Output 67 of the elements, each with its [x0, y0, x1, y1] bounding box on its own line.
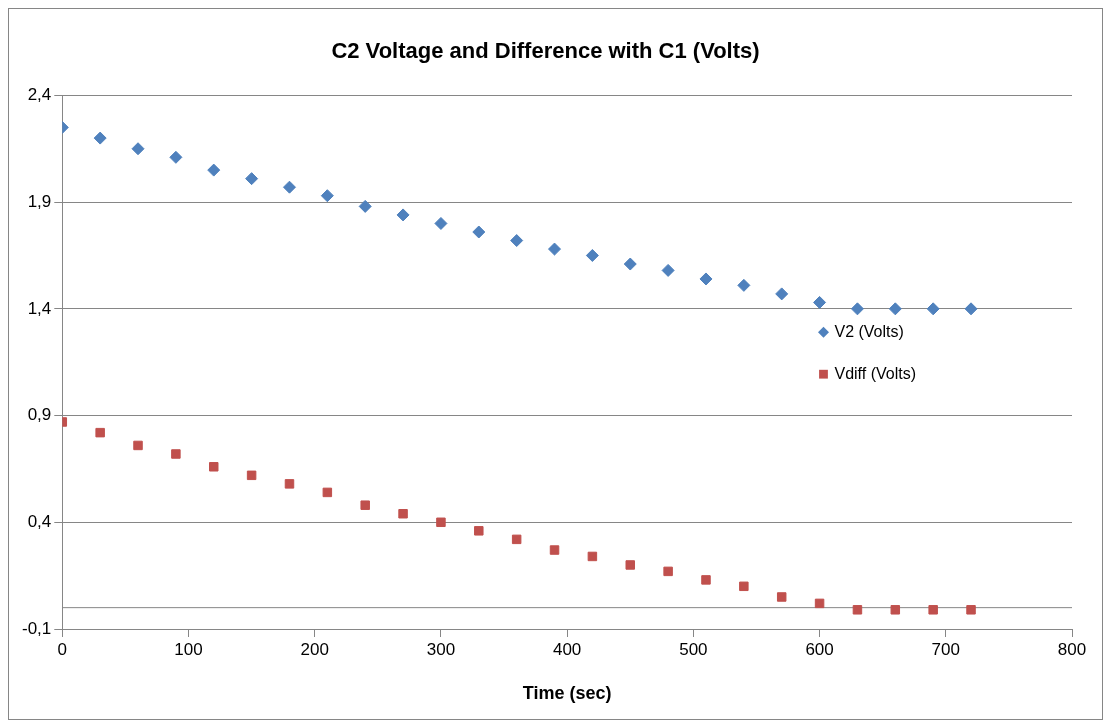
legend-label: V2 (Volts): [834, 322, 904, 340]
point: [587, 551, 598, 562]
point: [209, 462, 219, 472]
x-tick-label: 700: [931, 639, 960, 659]
point: [663, 566, 673, 577]
point: [548, 242, 562, 256]
point: [510, 234, 524, 248]
point: [776, 592, 787, 602]
point: [474, 526, 484, 536]
point: [322, 487, 333, 498]
point: [813, 295, 827, 309]
point: [890, 605, 901, 615]
point: [511, 534, 522, 545]
point: [701, 575, 711, 585]
point: [131, 142, 145, 156]
x-tick-label: 0: [57, 639, 68, 659]
x-tick-label: 800: [1057, 639, 1087, 659]
point: [472, 225, 486, 239]
x-tick-label: 600: [805, 639, 834, 659]
point: [358, 199, 372, 213]
x-tick-label: 300: [426, 639, 456, 659]
y-tick-label: 0,4: [27, 511, 52, 531]
point: [737, 278, 751, 292]
y-tick-label: 2,4: [27, 85, 52, 105]
point: [699, 272, 713, 286]
point: [964, 302, 978, 316]
point: [360, 500, 370, 510]
y-tick-label: -0,1: [22, 618, 52, 638]
point: [852, 605, 863, 615]
point: [775, 287, 789, 301]
point: [966, 605, 976, 615]
x-tick-label: 200: [300, 639, 329, 659]
point: [133, 440, 143, 451]
chart-title: C2 Voltage and Difference with C1 (Volts): [331, 38, 760, 64]
point: [320, 189, 334, 203]
point: [739, 581, 749, 592]
point: [398, 509, 408, 519]
point: [95, 427, 105, 438]
point: [661, 263, 675, 277]
point: [625, 560, 635, 570]
point: [171, 449, 181, 459]
point: [926, 302, 940, 316]
point: [814, 598, 825, 609]
point: [888, 302, 902, 316]
point: [169, 150, 183, 164]
y-tick-label: 0,9: [27, 405, 52, 425]
point: [928, 605, 938, 615]
point: [93, 131, 107, 145]
x-tick-label: 400: [552, 639, 582, 659]
point: [585, 248, 599, 262]
legend-label: Vdiff (Volts): [834, 364, 916, 382]
x-tick-label: 500: [679, 639, 708, 659]
point: [434, 216, 448, 230]
x-tick-label: 100: [174, 639, 203, 659]
point: [245, 172, 259, 186]
point: [436, 517, 446, 528]
point: [246, 470, 257, 481]
y-tick-label: 1,9: [27, 191, 52, 211]
point: [207, 163, 221, 177]
x-axis-title: Time (sec): [522, 683, 612, 704]
point: [396, 208, 410, 222]
point: [850, 302, 864, 316]
y-tick-label: 1,4: [27, 298, 52, 318]
point: [284, 479, 295, 489]
point: [549, 545, 560, 555]
point: [282, 180, 296, 194]
point: [623, 257, 637, 271]
